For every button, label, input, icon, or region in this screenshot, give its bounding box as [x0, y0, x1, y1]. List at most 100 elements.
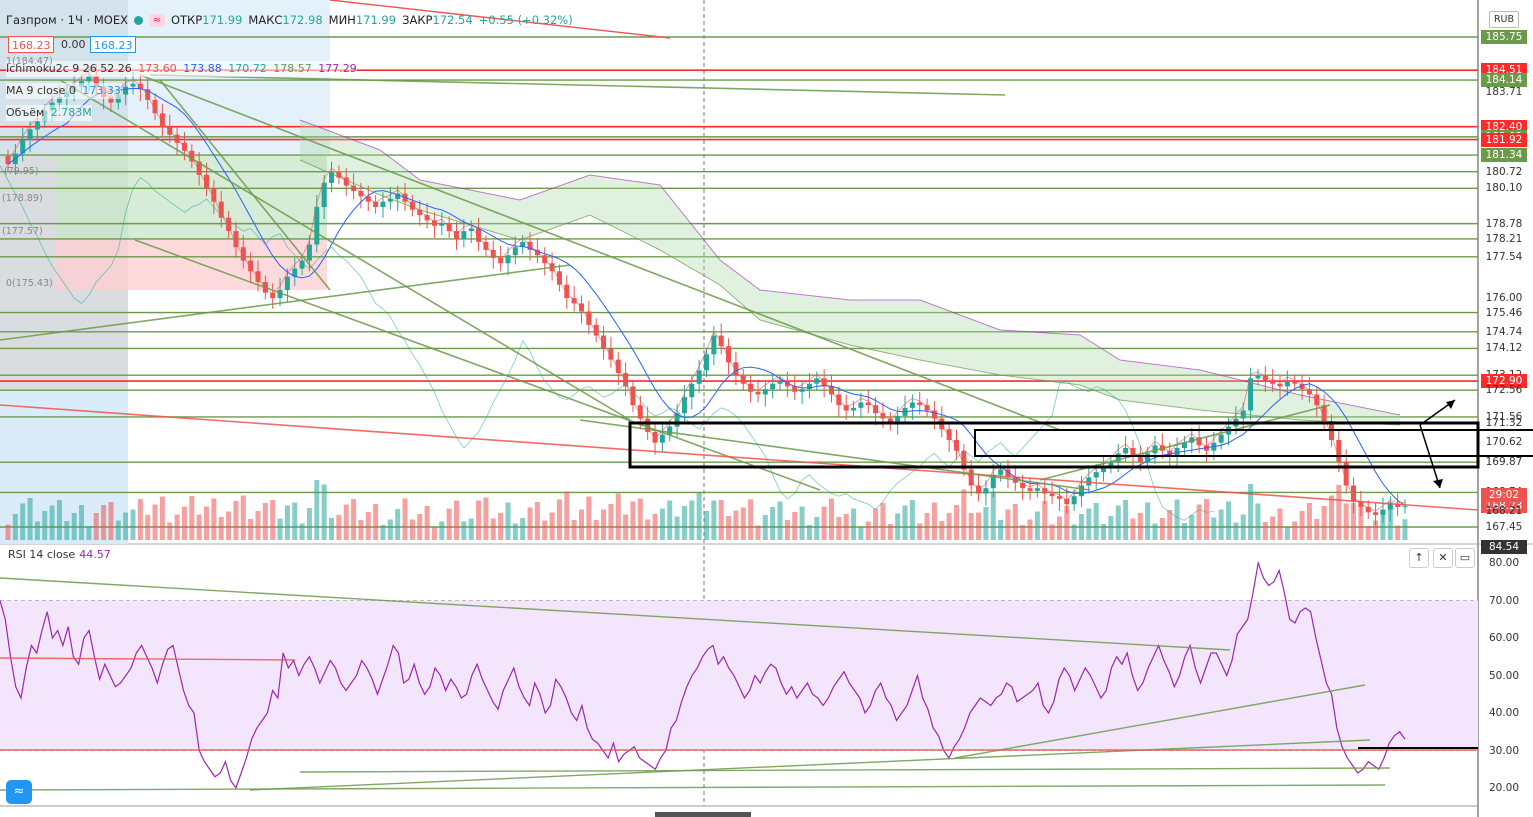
price-axis-label: 168.23 — [1481, 499, 1527, 514]
ma-legend[interactable]: MA 9 close 0 173.33 — [6, 83, 121, 99]
volume-bar — [512, 523, 518, 540]
volume-bar — [152, 504, 158, 540]
rsi-legend[interactable]: RSI 14 close 44.57 — [8, 548, 111, 561]
volume-bar — [314, 480, 320, 540]
tradingview-logo-icon[interactable]: ≈ — [6, 780, 32, 804]
volume-bar — [1123, 500, 1129, 540]
volume-bar — [204, 506, 210, 540]
price-axis-label: 181.92 — [1481, 132, 1527, 147]
volume-bar — [5, 524, 11, 540]
maximize-pane-button[interactable]: ▭ — [1455, 548, 1475, 568]
trend-line — [139, 74, 1061, 431]
ask-price-box[interactable]: 168.23 — [90, 36, 136, 53]
high-value: 172.98 — [282, 13, 323, 27]
price-axis-label: 178.21 — [1485, 232, 1523, 245]
candle-body — [1064, 498, 1070, 505]
arrowhead-up-icon — [1446, 400, 1455, 409]
candle-body — [1292, 381, 1298, 384]
volume-bar — [1020, 525, 1026, 540]
candle-body — [696, 370, 702, 384]
volume-bar — [1049, 524, 1055, 540]
ichimoku-v4: 178.57 — [273, 62, 312, 75]
volume-bar — [556, 499, 562, 540]
volume-bar — [681, 506, 687, 540]
volume-bar — [726, 516, 732, 540]
ma-label: MA 9 close 0 — [6, 84, 76, 97]
currency-label[interactable]: RUB — [1489, 11, 1519, 28]
volume-bar — [336, 515, 342, 540]
candle-body — [34, 121, 40, 130]
volume-bar — [1167, 510, 1173, 540]
candle-body — [240, 247, 246, 261]
chikou-line — [0, 165, 1214, 521]
volume-bar — [1034, 511, 1040, 540]
volume-bar — [189, 496, 195, 540]
volume-legend[interactable]: Объём 2.783M — [6, 105, 92, 121]
volume-bar — [56, 500, 62, 540]
ichimoku-legend[interactable]: Ichimoku2c 9 26 52 26 173.60 173.88 170.… — [6, 61, 357, 77]
volume-bar — [1211, 517, 1217, 540]
volume-bar — [79, 505, 85, 540]
candle-body — [86, 75, 92, 82]
rsi-trend-line — [249, 739, 1371, 791]
time-scrollbar[interactable] — [655, 812, 751, 817]
flag-icon[interactable]: ≈ — [148, 13, 165, 27]
candle-body — [961, 450, 967, 470]
close-pane-button[interactable]: ✕ — [1433, 548, 1453, 568]
volume-bar — [461, 521, 467, 540]
symbol-title[interactable]: Газпром · 1Ч · MOEX — [6, 13, 128, 27]
bid-price-box[interactable]: 168.23 — [8, 36, 54, 53]
price-axis-label: 172.56 — [1485, 384, 1523, 397]
volume-bar — [924, 513, 930, 540]
candle-body — [608, 348, 614, 360]
candle-body — [851, 407, 857, 411]
trend-line — [149, 74, 1006, 96]
volume-value: 2.783M — [50, 106, 92, 119]
chart-header: Газпром · 1Ч · MOEX ≈ ОТКР 171.99 МАКС 172… — [6, 11, 573, 29]
candle-body — [306, 244, 312, 261]
volume-bar — [1380, 510, 1386, 540]
volume-bar — [858, 527, 864, 540]
candle-body — [711, 335, 717, 355]
candle-body — [461, 231, 467, 240]
volume-bar — [1248, 484, 1254, 540]
move-up-button[interactable]: ↑ — [1409, 548, 1429, 568]
open-label: ОТКР — [170, 13, 203, 27]
volume-bar — [1292, 521, 1298, 540]
volume-bar — [608, 504, 614, 540]
volume-bar — [299, 523, 305, 540]
close-label: ЗАКР — [402, 13, 433, 27]
candle-body — [556, 271, 562, 285]
volume-bar — [1373, 520, 1379, 540]
candle-body — [1108, 461, 1114, 467]
candle-body — [1358, 501, 1364, 507]
volume-bar — [895, 513, 901, 540]
volume-bar — [1189, 515, 1195, 540]
volume-bar — [1078, 514, 1084, 540]
volume-bar — [431, 527, 437, 540]
candle-body — [983, 488, 989, 494]
price-axis-label: 175.46 — [1485, 306, 1523, 319]
price-axis-label: 168.21 — [1485, 505, 1523, 517]
volume-bar — [292, 502, 298, 540]
volume-bar — [351, 499, 357, 540]
volume-bar — [1181, 523, 1187, 540]
volume-bar — [571, 520, 577, 540]
rsi-trend-line — [299, 767, 1391, 773]
candle-body — [1145, 453, 1151, 462]
ichimoku-v5: 177.29 — [318, 62, 357, 75]
candle-body — [792, 386, 798, 392]
volume-bar — [659, 508, 665, 540]
candle-body — [277, 290, 283, 299]
volume-bar — [1343, 503, 1349, 540]
volume-bar — [1005, 509, 1011, 540]
volume-bar — [1277, 508, 1283, 540]
volume-bar — [615, 493, 621, 540]
volume-bar — [1284, 527, 1290, 540]
rsi-axis-label: 50.00 — [1488, 669, 1520, 682]
volume-bar — [1152, 523, 1158, 540]
volume-bar — [1137, 513, 1143, 540]
volume-bar — [1145, 502, 1151, 540]
price-axis-label: 180.72 — [1485, 165, 1523, 178]
